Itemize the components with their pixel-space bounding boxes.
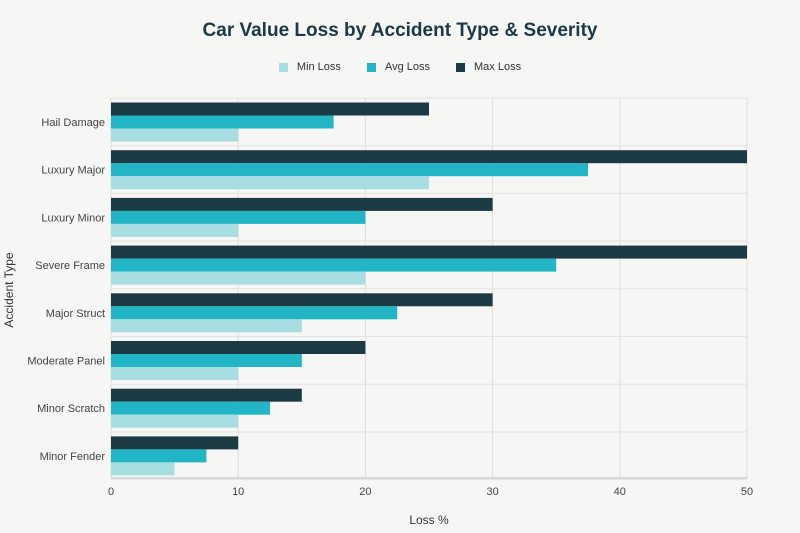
x-tick-label-20: 20 (359, 486, 371, 498)
bar-luxury-minor-avg-loss (111, 210, 366, 224)
chart-title: Car Value Loss by Accident Type & Severi… (202, 20, 598, 41)
legend-label-avg-loss: Avg Loss (384, 61, 430, 73)
y-tick-label-moderate-panel: Moderate Panel (27, 356, 105, 368)
y-tick-label-luxury-minor: Luxury Minor (41, 212, 105, 224)
bar-luxury-minor-max-loss (111, 197, 493, 211)
y-tick-label-major-struct: Major Struct (46, 308, 105, 320)
legend-item-min-loss: Min Loss (278, 61, 341, 73)
bar-major-struct-min-loss (111, 319, 302, 333)
bar-minor-scratch-min-loss (111, 414, 239, 428)
bar-moderate-panel-min-loss (111, 367, 239, 380)
bar-hail-damage-max-loss (111, 102, 429, 116)
y-tick-label-luxury-major: Luxury Major (41, 165, 105, 177)
bar-luxury-major-max-loss (111, 150, 747, 164)
bar-severe-frame-min-loss (111, 271, 366, 285)
bar-moderate-panel-max-loss (111, 341, 366, 354)
bar-minor-fender-min-loss (111, 462, 175, 476)
bar-minor-scratch-avg-loss (111, 401, 270, 415)
legend-swatch-min-loss (278, 62, 288, 72)
legend-item-max-loss: Max Loss (456, 61, 521, 73)
y-tick-label-severe-frame: Severe Frame (35, 260, 105, 272)
legend-item-avg-loss: Avg Loss (366, 61, 430, 73)
x-tick-label-10: 10 (232, 486, 244, 498)
bar-minor-fender-max-loss (111, 436, 239, 450)
bar-major-struct-avg-loss (111, 306, 398, 320)
bar-hail-damage-min-loss (111, 128, 239, 142)
bar-minor-scratch-max-loss (111, 388, 302, 402)
x-tick-label-50: 50 (741, 486, 753, 498)
bar-luxury-major-min-loss (111, 176, 429, 190)
bar-minor-fender-avg-loss (111, 449, 207, 463)
y-tick-label-minor-scratch: Minor Scratch (37, 403, 105, 415)
y-tick-label-hail-damage: Hail Damage (41, 117, 105, 129)
bar-luxury-minor-min-loss (111, 223, 239, 237)
bar-luxury-major-avg-loss (111, 163, 588, 177)
x-tick-label-40: 40 (614, 486, 626, 498)
x-tick-label-0: 0 (108, 486, 114, 498)
legend-swatch-avg-loss (366, 62, 376, 72)
x-axis-title: Loss % (409, 513, 449, 527)
bar-severe-frame-avg-loss (111, 258, 557, 272)
x-tick-label-30: 30 (486, 486, 498, 498)
bar-major-struct-max-loss (111, 293, 493, 307)
y-tick-label-minor-fender: Minor Fender (40, 451, 106, 463)
bar-severe-frame-max-loss (111, 245, 747, 259)
bar-hail-damage-avg-loss (111, 115, 334, 129)
legend-label-max-loss: Max Loss (474, 61, 522, 73)
legend-label-min-loss: Min Loss (296, 61, 341, 73)
bar-moderate-panel-avg-loss (111, 354, 302, 367)
legend-swatch-max-loss (456, 62, 465, 72)
y-axis-title: Accident Type (2, 252, 16, 327)
legend: Min Loss Avg Loss Max Loss (0, 61, 800, 73)
